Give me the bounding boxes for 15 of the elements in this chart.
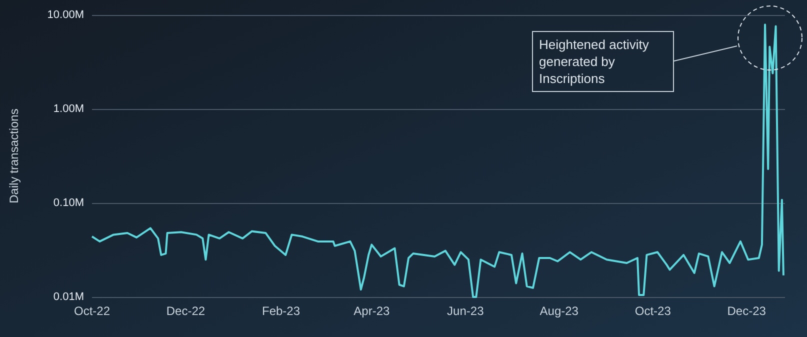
y-tick-label: 10.00M [47, 9, 84, 21]
y-tick-label: 1.00M [53, 103, 84, 115]
y-axis-title: Daily transactions [7, 108, 21, 204]
x-tick-label: Aug-23 [540, 304, 579, 318]
x-tick-label: Apr-23 [354, 304, 390, 318]
y-tick-label: 0.10M [53, 197, 84, 209]
x-tick-label: Jun-23 [447, 304, 484, 318]
x-tick-label: Dec-23 [727, 304, 766, 318]
x-tick-label: Feb-23 [262, 304, 300, 318]
line-series [91, 24, 784, 298]
annotation: Heightened activity generated by Inscriptions [532, 31, 674, 92]
x-tick-label: Oct-22 [74, 304, 110, 318]
x-tick-label: Oct-23 [634, 304, 672, 318]
y-tick-label: 0.01M [53, 291, 84, 303]
x-tick-label: Dec-22 [166, 304, 206, 318]
